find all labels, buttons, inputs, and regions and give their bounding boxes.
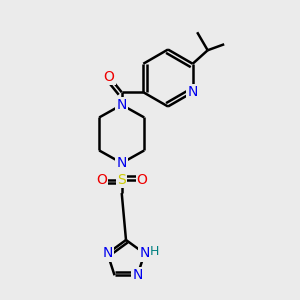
Text: N: N: [116, 98, 127, 112]
Text: O: O: [96, 172, 107, 187]
Text: N: N: [102, 247, 112, 260]
Text: N: N: [188, 85, 198, 99]
Text: O: O: [137, 172, 148, 187]
Text: O: O: [104, 70, 115, 84]
Text: H: H: [149, 245, 159, 259]
Text: S: S: [117, 172, 126, 187]
Text: N: N: [140, 247, 150, 260]
Text: N: N: [116, 156, 127, 170]
Text: N: N: [132, 268, 142, 282]
